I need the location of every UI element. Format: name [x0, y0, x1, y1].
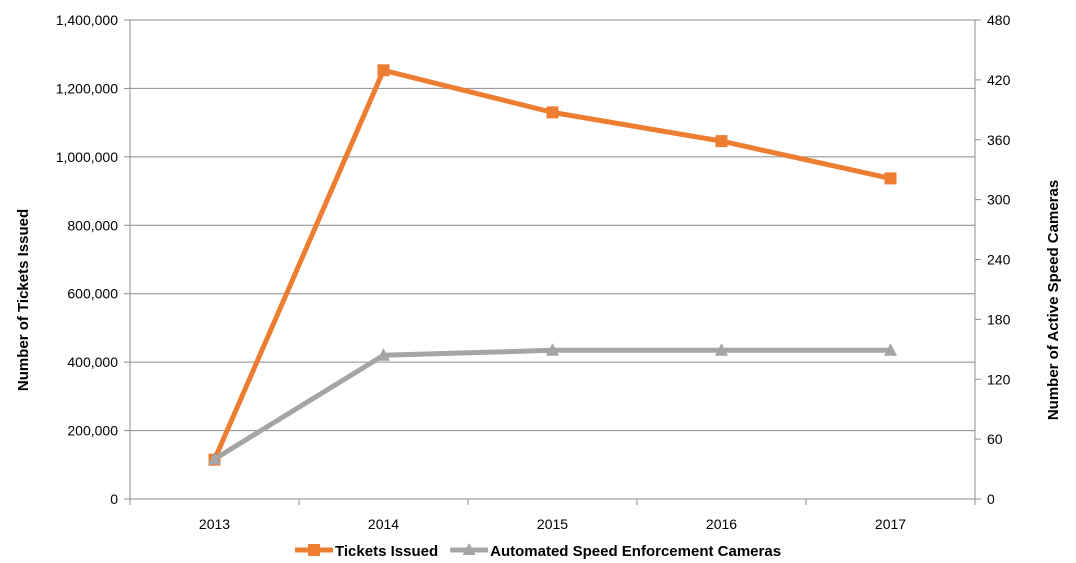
legend-item-1: Tickets Issued	[295, 543, 438, 560]
right-tick-label: 120	[987, 371, 1011, 387]
right-y-axis-title: Number of Active Speed Cameras	[1045, 180, 1062, 420]
right-tick-label: 300	[987, 192, 1011, 208]
gridlines	[130, 19, 975, 432]
data-point	[546, 106, 559, 119]
right-tick-label: 240	[987, 252, 1011, 268]
series-layer	[208, 64, 897, 466]
right-tick-label: 420	[987, 72, 1011, 88]
left-tick-label: 600,000	[67, 286, 118, 302]
series-1	[208, 64, 897, 466]
x-tick-label: 2016	[706, 516, 737, 532]
data-point	[377, 64, 390, 77]
left-tick-label: 1,400,000	[56, 12, 118, 28]
series-line	[213, 347, 891, 462]
left-y-axis: 0 200,000 400,000 600,000 800,000 1,000,000 1,…	[56, 12, 131, 507]
left-tick-label: 200,000	[67, 423, 118, 439]
x-tick-label: 2013	[199, 516, 230, 532]
x-tick-label: 2014	[368, 516, 399, 532]
data-point	[715, 135, 728, 148]
left-tick-label: 400,000	[67, 354, 118, 370]
data-point	[377, 348, 390, 361]
right-tick-label: 0	[987, 491, 995, 507]
data-point	[546, 343, 559, 356]
x-tick-label: 2017	[875, 516, 906, 532]
x-tick-label: 2015	[537, 516, 568, 532]
legend: Tickets Issued Automated Speed Enforcemen…	[295, 543, 781, 560]
legend-marker	[308, 544, 320, 556]
legend-marker	[462, 543, 476, 555]
right-tick-label: 360	[987, 132, 1011, 148]
left-y-axis-title: Number of Tickets Issued	[15, 209, 32, 391]
series-2	[208, 343, 897, 465]
left-tick-label: 0	[110, 491, 118, 507]
left-tick-label: 1,000,000	[56, 149, 118, 165]
right-tick-label: 60	[987, 431, 1003, 447]
data-point	[208, 451, 221, 465]
legend-label: Automated Speed Enforcement Cameras	[490, 543, 781, 560]
legend-item-2: Automated Speed Enforcement Cameras	[450, 543, 781, 560]
left-tick-label: 800,000	[67, 217, 118, 233]
x-axis: 2013 2014 2015 2016 2017	[129, 498, 976, 532]
legend-label: Tickets Issued	[335, 543, 438, 560]
data-point	[715, 343, 728, 356]
data-point	[884, 172, 897, 185]
right-tick-label: 180	[987, 311, 1011, 327]
data-point	[884, 343, 897, 356]
right-tick-label: 480	[987, 12, 1011, 28]
left-tick-label: 1,200,000	[56, 80, 118, 96]
series-line	[212, 67, 892, 461]
right-y-axis: 0 60 120 180 240 300 360 420 480	[974, 12, 1011, 507]
